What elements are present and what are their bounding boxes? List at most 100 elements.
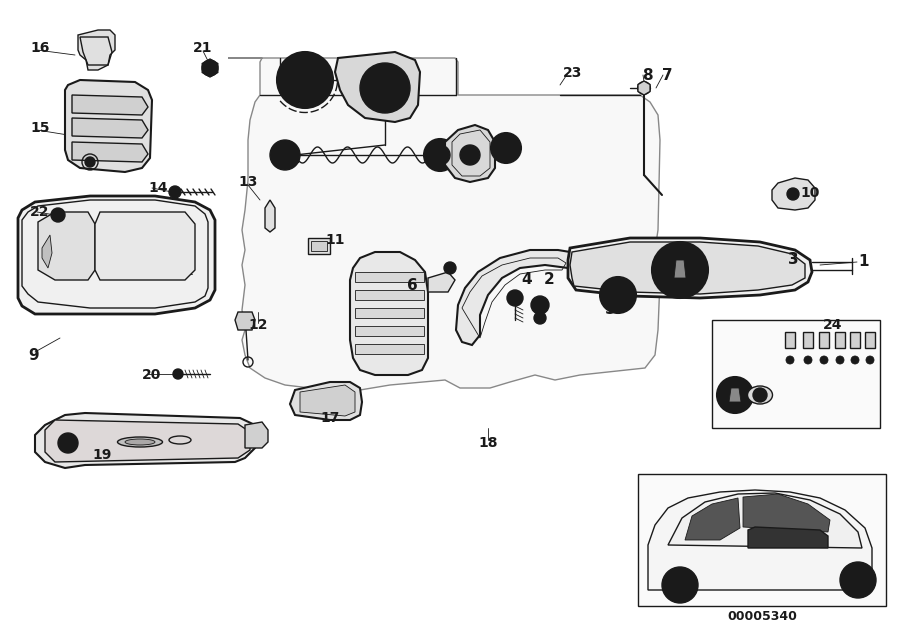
Polygon shape bbox=[290, 382, 362, 420]
Polygon shape bbox=[456, 250, 572, 345]
Polygon shape bbox=[568, 238, 812, 298]
Circle shape bbox=[202, 60, 218, 76]
Polygon shape bbox=[648, 490, 872, 590]
Text: 14: 14 bbox=[148, 181, 167, 195]
Bar bbox=[712, 320, 880, 428]
Polygon shape bbox=[355, 272, 424, 282]
Polygon shape bbox=[638, 81, 650, 95]
Circle shape bbox=[851, 356, 859, 364]
Text: 23: 23 bbox=[563, 66, 582, 80]
Polygon shape bbox=[335, 52, 420, 122]
Polygon shape bbox=[38, 212, 95, 280]
Circle shape bbox=[447, 265, 453, 271]
Circle shape bbox=[662, 567, 698, 603]
Polygon shape bbox=[300, 385, 355, 416]
Circle shape bbox=[660, 250, 700, 290]
Circle shape bbox=[295, 70, 315, 90]
Text: 1: 1 bbox=[858, 255, 868, 269]
Circle shape bbox=[270, 140, 300, 170]
Circle shape bbox=[491, 133, 521, 163]
Polygon shape bbox=[865, 332, 875, 348]
Circle shape bbox=[436, 151, 444, 159]
Polygon shape bbox=[748, 527, 828, 548]
Text: 10: 10 bbox=[800, 186, 819, 200]
Text: 9: 9 bbox=[28, 347, 39, 363]
Circle shape bbox=[531, 296, 549, 314]
Circle shape bbox=[173, 369, 183, 379]
Circle shape bbox=[169, 186, 181, 198]
Circle shape bbox=[753, 388, 767, 402]
Text: 19: 19 bbox=[92, 448, 112, 462]
Ellipse shape bbox=[748, 386, 772, 404]
Circle shape bbox=[652, 242, 708, 298]
Ellipse shape bbox=[118, 437, 163, 447]
Circle shape bbox=[285, 60, 325, 100]
Text: 18: 18 bbox=[478, 436, 498, 450]
Circle shape bbox=[820, 356, 828, 364]
Circle shape bbox=[600, 277, 636, 313]
Circle shape bbox=[717, 377, 753, 413]
Text: 5: 5 bbox=[605, 302, 616, 318]
Text: 7: 7 bbox=[662, 67, 672, 83]
Text: 24: 24 bbox=[823, 318, 842, 332]
Circle shape bbox=[672, 577, 688, 593]
Circle shape bbox=[277, 147, 293, 163]
Circle shape bbox=[502, 144, 510, 152]
Text: 3: 3 bbox=[788, 253, 798, 267]
Circle shape bbox=[430, 145, 450, 165]
Text: 21: 21 bbox=[194, 41, 212, 55]
Polygon shape bbox=[72, 95, 148, 115]
Text: 4: 4 bbox=[522, 272, 532, 288]
Bar bbox=[311, 241, 327, 251]
Polygon shape bbox=[355, 308, 424, 318]
Circle shape bbox=[723, 383, 747, 407]
Text: 8: 8 bbox=[642, 67, 652, 83]
Ellipse shape bbox=[125, 439, 155, 445]
Circle shape bbox=[206, 64, 214, 72]
Polygon shape bbox=[72, 142, 148, 162]
Polygon shape bbox=[235, 312, 255, 330]
Circle shape bbox=[466, 151, 474, 159]
Text: 00005340: 00005340 bbox=[727, 610, 796, 622]
Text: 15: 15 bbox=[30, 121, 50, 135]
Circle shape bbox=[360, 63, 410, 113]
Text: 20: 20 bbox=[142, 368, 161, 382]
Circle shape bbox=[507, 290, 523, 306]
Circle shape bbox=[301, 76, 309, 84]
Polygon shape bbox=[42, 235, 52, 268]
Text: 6: 6 bbox=[407, 279, 418, 293]
Circle shape bbox=[172, 189, 178, 195]
Circle shape bbox=[379, 82, 391, 94]
Text: 22: 22 bbox=[30, 205, 50, 219]
Circle shape bbox=[534, 312, 546, 324]
Circle shape bbox=[836, 356, 844, 364]
Polygon shape bbox=[729, 388, 741, 402]
Circle shape bbox=[670, 260, 690, 280]
Polygon shape bbox=[355, 326, 424, 336]
Circle shape bbox=[58, 433, 78, 453]
Circle shape bbox=[866, 356, 874, 364]
Circle shape bbox=[424, 139, 456, 171]
Polygon shape bbox=[35, 413, 258, 468]
Polygon shape bbox=[45, 420, 250, 462]
Circle shape bbox=[730, 390, 740, 400]
Circle shape bbox=[607, 284, 629, 306]
Text: 12: 12 bbox=[248, 318, 268, 332]
Polygon shape bbox=[850, 332, 860, 348]
Polygon shape bbox=[819, 332, 829, 348]
Polygon shape bbox=[265, 200, 275, 232]
Circle shape bbox=[497, 139, 515, 157]
Polygon shape bbox=[445, 125, 495, 182]
Circle shape bbox=[640, 84, 648, 92]
Circle shape bbox=[511, 294, 519, 302]
Circle shape bbox=[676, 266, 684, 274]
Polygon shape bbox=[685, 498, 740, 540]
Polygon shape bbox=[228, 58, 660, 390]
Circle shape bbox=[444, 262, 456, 274]
Polygon shape bbox=[803, 332, 813, 348]
Bar bbox=[308, 238, 330, 254]
Circle shape bbox=[282, 152, 288, 158]
Polygon shape bbox=[570, 242, 805, 294]
Bar bbox=[638, 474, 886, 606]
Polygon shape bbox=[350, 252, 428, 375]
